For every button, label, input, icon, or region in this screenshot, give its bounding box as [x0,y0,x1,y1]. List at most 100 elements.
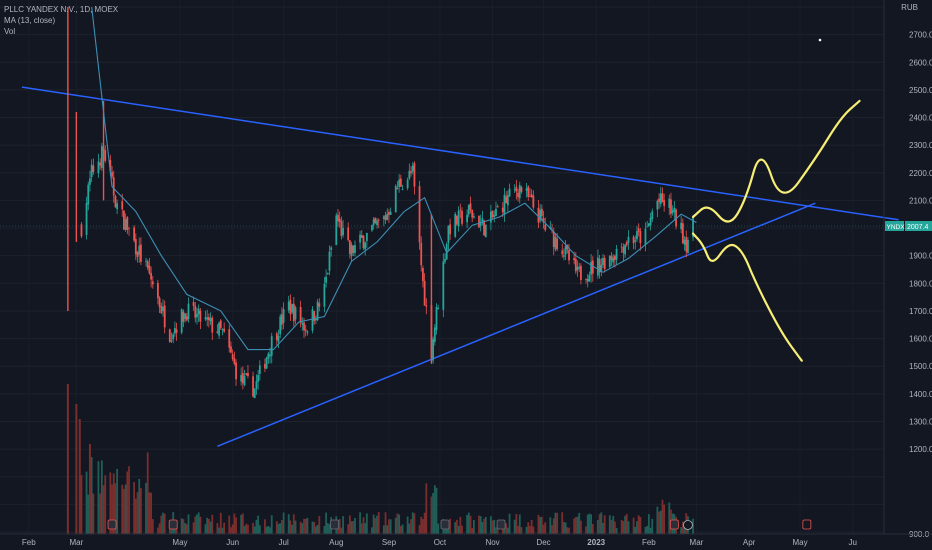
candle-body [386,213,389,220]
time-tick-label: Aug [329,538,343,547]
candle-body [134,239,137,255]
candle-body [608,256,611,268]
candle-body [454,214,457,237]
time-tick-label: Sep [382,538,397,547]
volume-bar [306,517,309,534]
candle-body [636,231,638,240]
price-axis[interactable]: 1200.0 1300.0 1400.0 1500.0 1600.0 1700.0 1800… [883,0,932,539]
volume-bar [413,513,416,534]
volume-bar [580,520,582,534]
candle-body [644,228,647,245]
candle-body [170,340,173,342]
candle-body [598,259,601,273]
candle-body [681,223,684,244]
volume-bar [692,518,694,534]
candle-body [656,200,659,210]
volume-bar [265,526,268,534]
volume-bar [337,527,339,534]
volume-bar [620,520,623,534]
volume-bar [270,515,273,534]
time-tick-label: May [793,538,808,547]
volume-bar [506,527,509,534]
legend-vol[interactable]: Vol [4,27,16,36]
candle-body [597,257,599,276]
candle-body [525,188,528,191]
event-markers[interactable] [107,519,812,530]
volume-bar [204,524,207,534]
candle-body [376,220,378,226]
candle-body [634,240,637,242]
volume-bar [396,513,399,534]
volume-bar [253,526,256,534]
candle-body [457,210,460,227]
volume-bar [228,515,231,534]
volume-bar [235,517,237,534]
candle-body [100,145,103,168]
candle-body [467,204,470,215]
volume-bar [252,522,254,534]
volume-bar [608,515,611,534]
volume-bar [425,483,428,534]
time-tick-label: Apr [743,538,756,547]
volume-bar [287,514,290,534]
candle-body [615,248,618,260]
volume-bar [663,504,666,534]
volume-bar [649,527,652,534]
candle-body [265,357,268,369]
candle-body [175,329,178,333]
candle-body [685,237,688,252]
candle-body [612,257,615,263]
volume-bar [600,512,603,534]
candle-body [182,311,185,322]
volume-bar [114,483,117,534]
legend-ma[interactable]: MA (13, close) [4,16,56,25]
volume-bar [138,478,141,534]
volume-bar [661,499,664,534]
volume-bar [85,471,88,534]
candle-body [289,299,292,315]
candle-body [637,228,640,232]
volume-bar [515,513,518,534]
volume-bar [578,512,581,534]
legend-symbol[interactable]: PLLC YANDEX N.V., 1D, MOEX [4,5,119,14]
volume-bar [568,527,570,534]
volume-bar [508,513,511,534]
candle-body [138,245,141,255]
candle-body [639,231,642,244]
candle-body [326,272,329,275]
volume-bar [603,515,606,534]
candle-body [449,224,452,235]
volume-bar [111,484,113,534]
candle-body [124,219,127,230]
volume-bar [563,522,565,534]
current-price-tag: YNDX 2007.4 [885,221,932,232]
volume-bar [123,488,125,534]
volume-bar [291,524,294,534]
volume-bar [632,517,635,534]
candle-body [150,272,153,280]
candle-body [574,259,577,272]
volume-bar [150,492,153,534]
candle-body [338,218,341,222]
trendlines[interactable] [21,86,899,448]
candle-body [318,303,321,307]
candle-body [136,251,139,257]
volume-bar [627,521,630,534]
candle-body [410,171,412,174]
volume-bar [151,519,154,534]
time-axis[interactable]: Feb Mar May Jun Jul Aug Sep Oct Nov Dec 2023 Feb Mar… [0,533,932,547]
volume-bar [472,520,475,534]
volume-bar [299,521,302,534]
hand-drawn-scenarios[interactable] [691,38,861,362]
volume-bar [102,485,105,534]
candle-body [673,207,676,212]
moving-average-line [91,6,697,351]
candle-body [148,265,151,274]
volume-bar [124,484,127,534]
volume-bar [140,488,142,534]
candle-body [372,219,375,226]
candle-body [418,186,421,243]
volume-bar [289,520,292,534]
volume-bar [267,525,270,534]
